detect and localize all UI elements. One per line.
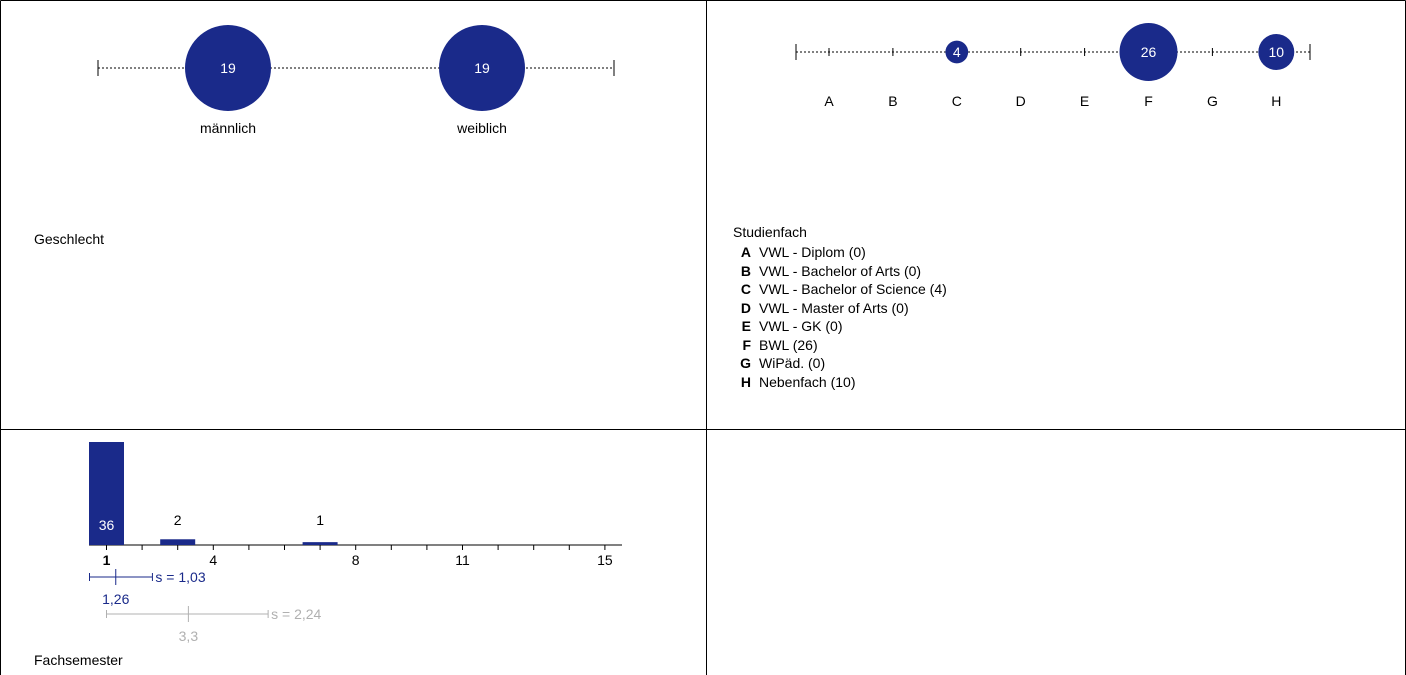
bar-value-label: 2 <box>174 512 182 528</box>
category-label: B <box>888 93 897 109</box>
legend-key: B <box>740 262 751 279</box>
category-label: A <box>824 93 834 109</box>
bubble-value-label: 19 <box>474 60 490 76</box>
category-label: D <box>1016 93 1026 109</box>
category-label: C <box>952 93 962 109</box>
bubble-value-label: 4 <box>953 44 961 60</box>
bar-value-label: 1 <box>316 512 324 528</box>
legend-key: D <box>740 299 751 316</box>
bubble-f <box>1119 23 1178 81</box>
studienfach-chart: A B C 4 D E F 26 G H 10 <box>795 23 1311 109</box>
bubble-h <box>1258 34 1295 70</box>
legend-key: H <box>740 373 751 390</box>
legend-item-c: C VWL - Bachelor of Science (4) <box>733 280 947 299</box>
fachsemester-chart: 36 2 11 4 8 11 15s = 1,031,26s = 2,243,3 <box>89 442 622 644</box>
legend-text: VWL - Bachelor of Science (4) <box>759 281 947 297</box>
bar-3 <box>160 539 196 545</box>
category-label: E <box>1080 93 1089 109</box>
legend-item-e: E VWL - GK (0) <box>733 317 947 336</box>
tick-label: 4 <box>209 552 217 568</box>
studienfach-legend: A VWL - Diplom (0) B VWL - Bachelor of Art… <box>733 243 947 391</box>
tick-label: 1 <box>103 552 111 568</box>
category-label: G <box>1207 93 1218 109</box>
fachsemester-mean-label: 1,26 <box>102 591 129 607</box>
category-label: männlich <box>200 120 256 136</box>
legend-key: C <box>740 281 751 297</box>
legend-text: VWL - Master of Arts (0) <box>759 299 909 316</box>
legend-item-d: D VWL - Master of Arts (0) <box>733 299 947 318</box>
legend-key: A <box>740 244 751 260</box>
legend-text: Nebenfach (10) <box>759 373 856 390</box>
bubble-c <box>945 40 969 64</box>
legend-text: BWL (26) <box>759 336 818 353</box>
category-label: H <box>1271 93 1281 109</box>
fachsemester-sd-label: s = 1,03 <box>155 569 205 585</box>
bubble-value-label: 19 <box>220 60 236 76</box>
legend-item-b: B VWL - Bachelor of Arts (0) <box>733 262 947 281</box>
fachsemester-title: Fachsemester <box>34 652 123 668</box>
legend-text: VWL - GK (0) <box>759 318 843 334</box>
legend-item-h: H Nebenfach (10) <box>733 373 947 392</box>
legend-text: VWL - Diplom (0) <box>759 244 866 260</box>
comparison-sd-label: s = 2,24 <box>271 606 321 622</box>
geschlecht-title: Geschlecht <box>34 231 105 247</box>
category-label: weiblich <box>456 120 507 136</box>
category-label: F <box>1144 93 1153 109</box>
bubble-1 <box>185 25 271 111</box>
bubble-2 <box>439 25 525 111</box>
geschlecht-chart: 19 männlich 19 weiblich <box>97 25 615 136</box>
legend-item-a: A VWL - Diplom (0) <box>733 243 947 262</box>
legend-text: VWL - Bachelor of Arts (0) <box>759 262 922 279</box>
bubble-value-label: 10 <box>1269 44 1285 60</box>
legend-key: F <box>742 336 751 353</box>
bubble-value-label: 26 <box>1141 44 1157 60</box>
tick-label: 8 <box>352 552 360 568</box>
studienfach-title: Studienfach <box>733 224 807 240</box>
bar-1 <box>89 442 124 545</box>
legend-item-f: F BWL (26) <box>733 336 947 355</box>
comparison-mean-label: 3,3 <box>179 628 199 644</box>
tick-label: 11 <box>455 552 470 568</box>
legend-item-g: G WiPäd. (0) <box>733 354 947 373</box>
legend-text: WiPäd. (0) <box>759 355 826 371</box>
legend-key: G <box>740 355 751 371</box>
bar-7 <box>302 542 338 545</box>
tick-label: 15 <box>597 552 613 568</box>
bar-value-label: 36 <box>99 517 115 533</box>
legend-key: E <box>741 318 751 334</box>
